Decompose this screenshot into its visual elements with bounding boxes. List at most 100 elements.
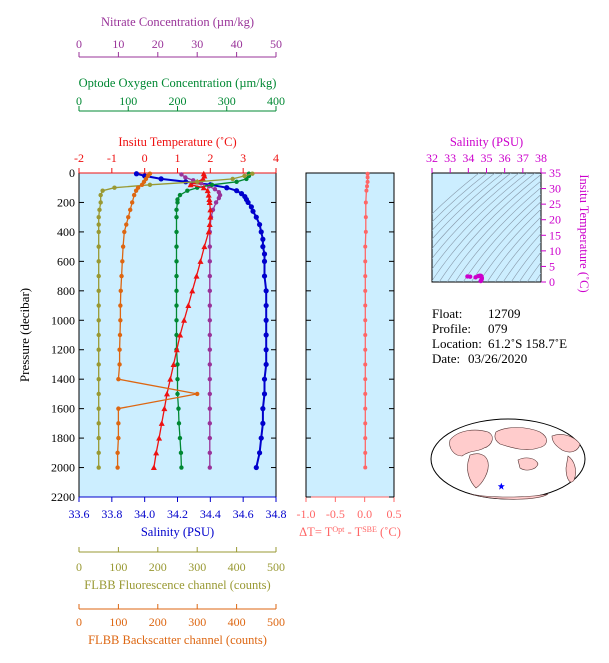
salinity-point <box>256 221 263 228</box>
delta-t-tick-label: -1.0 <box>297 507 316 521</box>
ts-salinity-tick-label: 34 <box>462 151 474 165</box>
delta-t-point <box>363 274 368 279</box>
pressure-tick-label: 1400 <box>51 372 75 386</box>
profiles-panel: 0200400600800100012001400160018002000220… <box>17 15 287 647</box>
delta-t-point <box>365 175 370 180</box>
temperature-point <box>177 332 184 338</box>
world-map <box>430 418 586 500</box>
temperature-point <box>206 221 213 228</box>
nitrate-point <box>216 195 222 201</box>
oxygen-axis-label: Optode Oxygen Concentration (µm/kg) <box>79 76 277 90</box>
fluorescence-point <box>96 318 101 323</box>
temperature-point <box>187 181 194 188</box>
oxygen-point <box>175 362 180 367</box>
location-value: 61.2˚S 158.7˚E <box>488 336 567 351</box>
backscatter-point <box>133 188 139 193</box>
ts-temp-tick-label: 5 <box>549 259 555 273</box>
nitrate-point <box>207 362 213 367</box>
temperature-point <box>189 287 196 294</box>
temperature-point <box>197 258 204 264</box>
nitrate-point <box>207 391 213 397</box>
fluorescence-point <box>96 214 101 220</box>
oxygen-point <box>174 214 179 220</box>
float-info: Float: 12709 Profile: 079 Location: 61.2… <box>432 306 567 366</box>
backscatter-point <box>128 207 133 213</box>
fluorescence-point <box>147 182 153 187</box>
ts-temp-tick-label: 25 <box>549 197 561 211</box>
profile-value: 079 <box>488 321 508 336</box>
fluorescence-point <box>100 188 105 193</box>
salinity-point <box>261 251 268 257</box>
delta-t-point <box>363 362 368 367</box>
nitrate-point <box>207 259 213 264</box>
salinity-point <box>158 176 164 182</box>
nitrate-point <box>213 200 219 205</box>
oxygen-point <box>209 182 215 187</box>
backscatter-point <box>139 182 145 187</box>
delta-t-tick-label: -0.5 <box>326 507 345 521</box>
oxygen-point <box>177 192 183 198</box>
salinity-point <box>258 435 264 441</box>
fluorescence-tick-label: 400 <box>228 560 246 574</box>
fluorescence-point <box>96 222 101 227</box>
fluorescence-point <box>96 421 101 426</box>
float-label: Float: <box>432 306 462 321</box>
delta-t-point <box>363 347 368 352</box>
ts-temp-tick-label: 15 <box>549 228 561 242</box>
salinity-point <box>133 171 140 177</box>
backscatter-axis-label: FLBB Backscatter channel (counts) <box>88 633 267 647</box>
density-contour <box>432 173 488 223</box>
pressure-tick-label: 2000 <box>51 461 75 475</box>
fluorescence-point <box>96 435 101 441</box>
delta-t-point <box>363 200 368 205</box>
temperature-point <box>206 196 213 203</box>
delta-t-point <box>363 377 368 382</box>
fluorescence-point <box>96 406 101 411</box>
nitrate-tick-label: 40 <box>231 37 243 51</box>
oxygen-point <box>174 303 179 308</box>
nitrate-point <box>207 318 213 323</box>
density-contour <box>510 242 541 282</box>
delta-t-point <box>363 259 368 264</box>
nitrate-point <box>207 288 213 294</box>
backscatter-point <box>115 450 120 456</box>
fluorescence-point <box>96 303 101 308</box>
salinity-line <box>136 172 268 468</box>
salinity-tick-label: 34.2 <box>167 507 188 521</box>
salinity-point <box>260 420 266 426</box>
backscatter-point <box>117 362 122 367</box>
nitrate-point <box>207 406 213 411</box>
delta-t-tick-label: 0.5 <box>387 507 402 521</box>
density-contour <box>486 216 541 282</box>
backscatter-point <box>195 391 200 397</box>
fluorescence-point <box>96 376 101 382</box>
map-landmass <box>517 457 539 471</box>
delta-t-point <box>363 288 368 293</box>
oxygen-tick-label: 400 <box>267 94 285 108</box>
fluorescence-point <box>96 347 101 352</box>
delta-t-point <box>364 188 369 193</box>
temperature-point <box>200 175 207 182</box>
fluorescence-point <box>96 288 101 294</box>
salinity-point <box>248 204 254 210</box>
backscatter-point <box>119 273 124 279</box>
delta-t-point <box>363 318 368 323</box>
fluorescence-point <box>96 332 101 338</box>
map-landmass <box>449 429 493 457</box>
delta-t-point <box>363 450 368 455</box>
oxygen-point <box>175 391 180 397</box>
pressure-tick-label: 1000 <box>51 313 75 327</box>
salinity-tick-label: 33.8 <box>101 507 122 521</box>
oxygen-tick-label: 0 <box>76 94 82 108</box>
nitrate-tick-label: 0 <box>76 37 82 51</box>
delta-t-superscript: SBE <box>362 525 377 534</box>
nitrate-point <box>183 175 188 180</box>
temperature-point <box>170 361 177 367</box>
density-contour <box>534 272 541 282</box>
oxygen-point <box>175 376 180 382</box>
density-contour <box>438 174 541 282</box>
oxygen-tick-label: 300 <box>218 94 236 108</box>
temperature-tick-label: -2 <box>74 151 84 165</box>
